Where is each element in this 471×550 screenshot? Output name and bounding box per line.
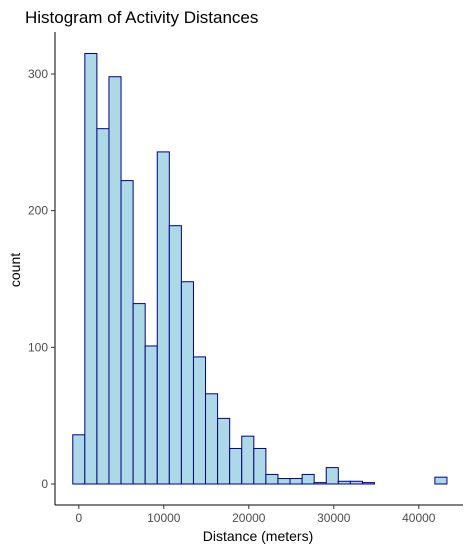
x-tick-label: 20000 [232, 511, 266, 525]
x-axis-title: Distance (meters) [203, 528, 313, 544]
x-tick-label: 0 [75, 511, 82, 525]
histogram-bar [84, 53, 98, 485]
histogram-bar [349, 480, 363, 485]
histogram-bar [434, 476, 448, 485]
histogram-bar [313, 482, 327, 485]
y-tick-label: 100 [28, 340, 48, 354]
histogram-bar [156, 151, 170, 485]
x-tick-label: 40000 [402, 511, 436, 525]
histogram-bar [132, 303, 146, 485]
histogram-bar [217, 417, 231, 485]
histogram-bar [192, 356, 207, 485]
bars-group [72, 53, 448, 485]
histogram-bar [241, 435, 255, 485]
y-tick-label: 0 [41, 477, 48, 491]
chart-title: Histogram of Activity Distances [25, 8, 258, 27]
x-tick-label: 10000 [147, 511, 181, 525]
histogram-bar [253, 447, 267, 485]
histogram-bar [325, 467, 339, 485]
histogram-bar [301, 473, 315, 485]
histogram-bar [361, 482, 376, 485]
histogram-bar [120, 180, 134, 485]
y-ticks-group: 0 100 200 300 [28, 67, 55, 491]
histogram-bar [96, 128, 110, 485]
x-tick-label: 30000 [317, 511, 351, 525]
histogram-bar [168, 225, 182, 485]
histogram-bar [180, 281, 194, 485]
y-tick-label: 200 [28, 204, 48, 218]
histogram-bar [144, 345, 158, 485]
histogram-bar [265, 473, 279, 485]
y-axis-title: count [7, 253, 23, 287]
histogram-bar [337, 480, 351, 485]
histogram-bar [205, 393, 219, 485]
y-tick-label: 300 [28, 67, 48, 81]
x-ticks-group: 0 10000 20000 30000 40000 [75, 505, 436, 525]
histogram-bar [72, 434, 86, 485]
histogram-bar [108, 76, 122, 485]
histogram-bar [289, 478, 303, 485]
histogram-bar [229, 447, 243, 485]
histogram-bar [277, 478, 291, 485]
